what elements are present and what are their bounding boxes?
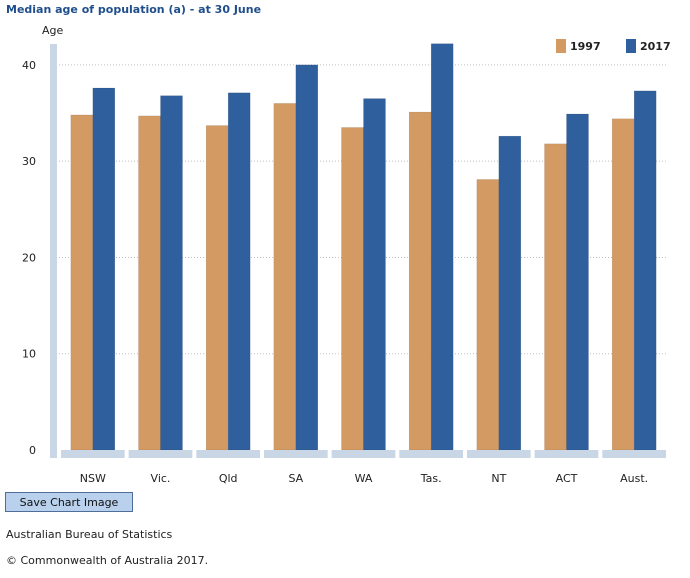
bar-2017-wa [363, 98, 386, 451]
x-axis-segment [61, 450, 125, 458]
bar-1997-sa [273, 103, 297, 451]
x-tick-label: WA [355, 472, 373, 485]
legend-label-2017: 2017 [640, 40, 671, 53]
bar-1997-vic [138, 115, 161, 451]
y-tick-label: 0 [29, 444, 36, 457]
bar-2017-sa [295, 64, 319, 451]
x-tick-label: NT [491, 472, 506, 485]
legend-swatch-2017 [626, 39, 636, 53]
copyright-text: © Commonwealth of Australia 2017. [6, 554, 209, 567]
bar-2017-qld [227, 92, 251, 451]
bar-1997-qld [205, 125, 229, 451]
bar-2017-tas [430, 43, 454, 451]
x-axis-segment [534, 450, 599, 458]
x-tick-label: SA [288, 472, 303, 485]
x-tick-label: Tas. [420, 472, 442, 485]
y-tick-label: 30 [22, 155, 36, 168]
bar-2017-aust [633, 90, 657, 451]
x-axis-segment [467, 450, 531, 458]
bar-2017-nt [498, 135, 522, 451]
legend-swatch-1997 [556, 39, 566, 53]
chart-title: Median age of population (a) - at 30 Jun… [6, 3, 262, 16]
y-tick-label: 20 [22, 251, 36, 264]
x-tick-label: Aust. [620, 472, 648, 485]
x-axis-segment [128, 450, 193, 458]
bar-2017-nsw [92, 87, 116, 451]
x-axis-segment [264, 450, 328, 458]
bar-1997-aust [611, 118, 635, 451]
source-text: Australian Bureau of Statistics [6, 528, 173, 541]
bar-2017-vic [160, 95, 183, 451]
bar-1997-act [544, 143, 567, 451]
x-tick-label: NSW [80, 472, 106, 485]
x-axis-segment [399, 450, 463, 458]
save-chart-image-button[interactable]: Save Chart Image [5, 492, 133, 512]
y-axis-label: Age [42, 24, 64, 37]
x-axis-segment [196, 450, 260, 458]
bar-1997-nsw [70, 114, 94, 451]
bar-2017-act [566, 113, 589, 451]
bar-chart: 0 10 20 30 40 Age NSW Vic. Qld SA WA Tas. NT ACT Aust.… [22, 24, 671, 485]
bar-1997-tas [408, 111, 432, 451]
x-tick-label: Vic. [151, 472, 171, 485]
bar-1997-nt [476, 179, 500, 451]
legend-label-1997: 1997 [570, 40, 601, 53]
x-axis-segment [602, 450, 666, 458]
y-axis-bar [50, 44, 57, 458]
bar-1997-wa [341, 127, 364, 451]
y-tick-label: 40 [22, 59, 36, 72]
x-axis-segment [331, 450, 396, 458]
x-tick-label: ACT [556, 472, 578, 485]
y-tick-label: 10 [22, 348, 36, 361]
x-tick-label: Qld [219, 472, 238, 485]
